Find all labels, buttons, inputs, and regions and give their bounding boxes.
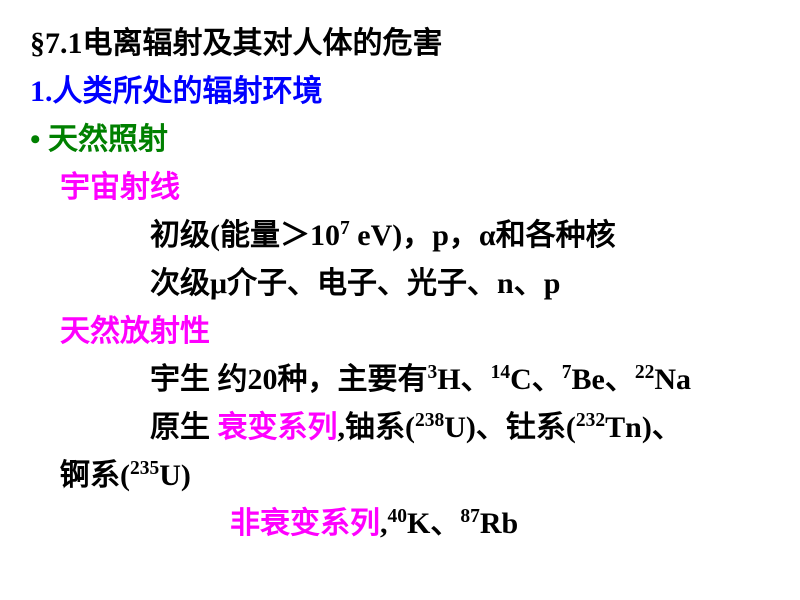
- text: U)、钍系(: [444, 411, 576, 444]
- text: Na: [654, 363, 691, 396]
- text: H、: [437, 363, 490, 396]
- heading-1-text: 人类所处的辐射环境: [53, 75, 323, 108]
- text: Tn)、: [605, 411, 682, 444]
- text: Rb: [480, 507, 518, 540]
- superscript: 14: [491, 362, 511, 383]
- natural-heading: 天然放射性: [60, 308, 770, 356]
- cosmic-heading: 宇宙射线: [60, 164, 770, 212]
- superscript: 7: [340, 218, 350, 239]
- superscript: 235: [130, 458, 159, 479]
- superscript: 22: [635, 362, 655, 383]
- text: 原生: [150, 411, 218, 444]
- natural-line-2-cont: 锕系(235U): [60, 452, 770, 500]
- text: C、: [510, 363, 562, 396]
- superscript: 7: [562, 362, 572, 383]
- text: eV)，p，α和各种核: [350, 219, 616, 252]
- superscript: 3: [428, 362, 438, 383]
- text: 锕系(: [60, 459, 130, 492]
- natural-line-2: 原生 衰变系列,铀系(238U)、钍系(232Tn)、: [150, 404, 770, 452]
- superscript: 40: [388, 506, 408, 527]
- text: 初级(能量＞10: [150, 219, 340, 252]
- text-pink: 非衰变系列: [230, 507, 380, 540]
- text: ,铀系(: [338, 411, 416, 444]
- section-title: §7.1电离辐射及其对人体的危害: [30, 20, 770, 68]
- natural-line-3: 非衰变系列,40K、87Rb: [230, 500, 770, 548]
- text: K、: [407, 507, 460, 540]
- bullet-dot: •: [30, 123, 41, 156]
- superscript: 87: [460, 506, 480, 527]
- superscript: 238: [415, 410, 444, 431]
- bullet-label: 天然照射: [48, 123, 168, 156]
- text: Be、: [572, 363, 635, 396]
- text: U): [159, 459, 191, 492]
- superscript: 232: [576, 410, 605, 431]
- cosmic-line-2: 次级μ介子、电子、光子、n、p: [150, 260, 770, 308]
- heading-1: 1.人类所处的辐射环境: [30, 68, 770, 116]
- natural-line-1: 宇生 约20种，主要有3H、14C、7Be、22Na: [150, 356, 770, 404]
- text: ,: [380, 507, 388, 540]
- text-pink: 衰变系列: [218, 411, 338, 444]
- bullet-row: • 天然照射: [30, 116, 770, 164]
- cosmic-line-1: 初级(能量＞107 eV)，p，α和各种核: [150, 212, 770, 260]
- text: 宇生 约20种，主要有: [150, 363, 428, 396]
- heading-1-num: 1.: [30, 75, 53, 108]
